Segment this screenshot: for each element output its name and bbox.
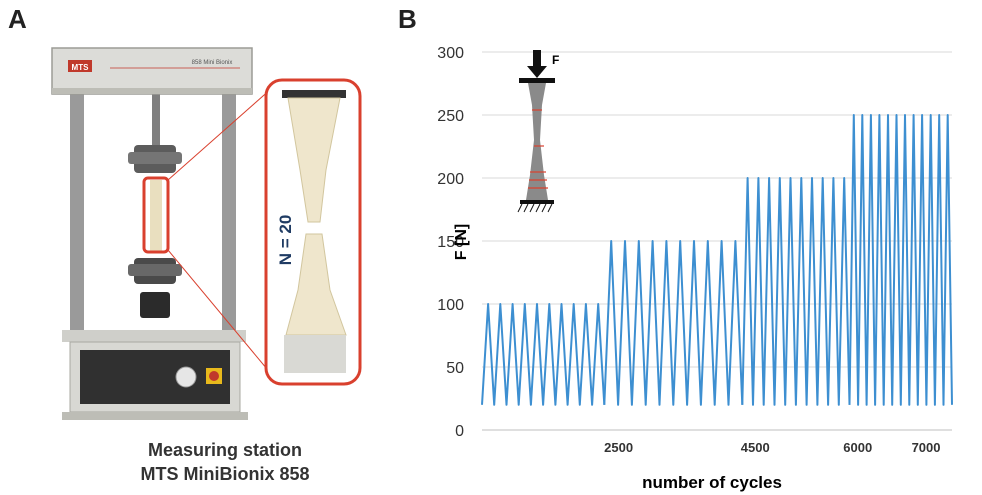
force-label: F xyxy=(552,53,559,67)
closeup-top-cap xyxy=(282,90,346,98)
control-panel xyxy=(80,350,230,404)
series-line-step-4 xyxy=(848,114,953,406)
y-tick-label: 100 xyxy=(437,297,464,314)
y-tick-label: 200 xyxy=(437,171,464,188)
x-tick-label: 7000 xyxy=(912,440,941,455)
upper-grip-ring xyxy=(128,152,182,164)
panel-letter-a: A xyxy=(8,4,27,34)
y-tick-label: 250 xyxy=(437,108,464,125)
loading-schematic: F xyxy=(517,50,559,213)
load-plate xyxy=(519,78,555,83)
x-tick-label: 2500 xyxy=(604,440,633,455)
testing-machine-photo: MTS 858 Mini Bionix xyxy=(51,47,253,420)
y-tick-label: 150 xyxy=(437,234,464,251)
base-top xyxy=(62,330,246,342)
x-tick-labels: 2500 4500 6000 7000 xyxy=(604,440,940,455)
y-tick-label: 50 xyxy=(446,360,464,377)
series-layer xyxy=(481,114,953,406)
series-line-step-3 xyxy=(741,177,851,406)
machine-model-label: 858 Mini Bionix xyxy=(192,60,233,66)
closeup-upper-bone xyxy=(287,97,341,223)
x-axis-label: number of cycles xyxy=(642,473,782,492)
caption-line-2: MTS MiniBionix 858 xyxy=(140,464,310,484)
right-column xyxy=(222,90,236,335)
y-axis-label: F [N] xyxy=(453,224,470,260)
strain-gauge-marks xyxy=(528,109,548,189)
pressure-gauge xyxy=(175,366,197,388)
y-tick-labels: 0 50 100 150 200 250 300 xyxy=(437,45,464,440)
specimen-highlight-box xyxy=(142,176,170,254)
caption-line-1: Measuring station xyxy=(147,440,303,460)
specimen-in-machine xyxy=(150,180,162,252)
lower-grip-ring xyxy=(128,264,182,276)
mts-logo-text: MTS xyxy=(72,63,90,72)
emergency-stop-button xyxy=(209,371,219,381)
specimen-closeup: N = 20 xyxy=(264,78,362,386)
fixed-support-hatching xyxy=(517,203,553,213)
x-tick-label: 6000 xyxy=(843,440,872,455)
series-line-step-2 xyxy=(603,240,744,406)
zoom-line-top xyxy=(167,87,273,181)
y-tick-label: 0 xyxy=(455,423,464,440)
bone-schematic xyxy=(526,83,548,200)
panel-letter-b: B xyxy=(398,4,417,34)
base-plinth xyxy=(62,412,248,420)
actuator-rod xyxy=(152,90,160,150)
sample-count-label: N = 20 xyxy=(276,215,295,266)
mts-logo-box xyxy=(68,60,92,72)
force-arrow-shaft xyxy=(533,50,541,68)
zoom-line-bottom xyxy=(167,249,273,376)
left-column xyxy=(70,90,84,335)
load-cell xyxy=(140,292,170,318)
force-chart: 0 50 100 150 200 250 300 2500 4500 6000 7000 F [N… xyxy=(437,45,953,492)
force-arrow-head xyxy=(527,66,547,78)
closeup-base-mount xyxy=(284,335,346,373)
series-line-step-1 xyxy=(481,303,606,406)
y-tick-label: 300 xyxy=(437,45,464,62)
x-tick-label: 4500 xyxy=(741,440,770,455)
crosshead-edge xyxy=(52,88,252,94)
fixed-support xyxy=(520,200,554,204)
